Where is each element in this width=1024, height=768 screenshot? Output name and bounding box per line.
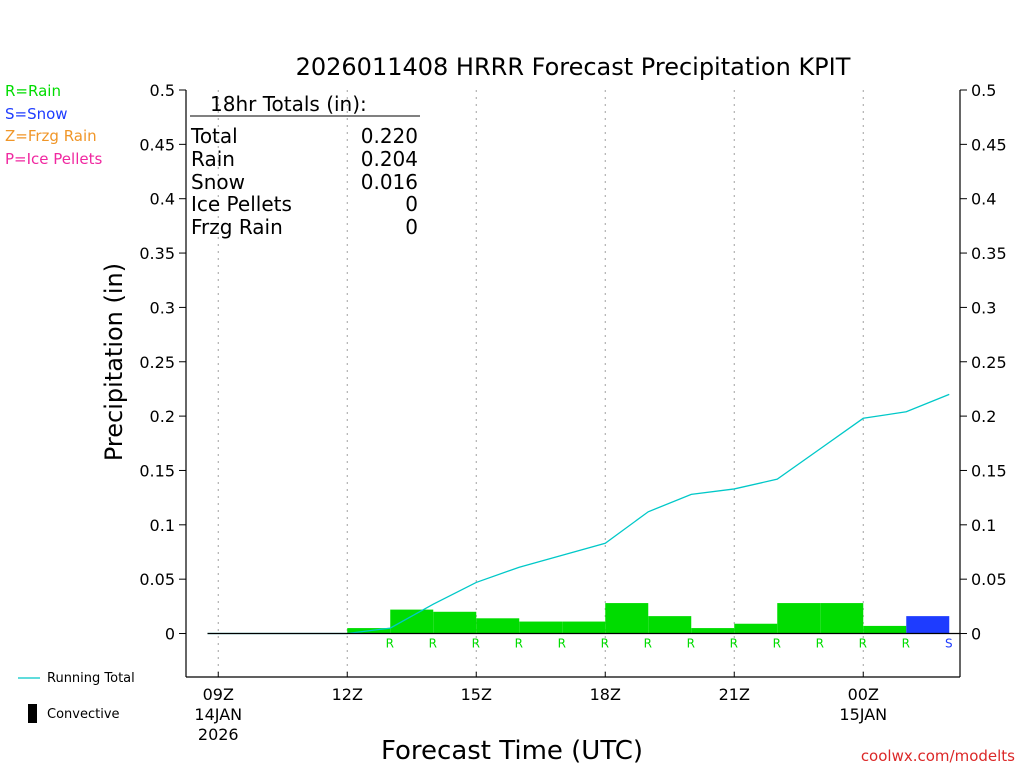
y-axis-title: Precipitation (in) (100, 263, 128, 461)
x-tick-label-5: 00Z (848, 685, 879, 704)
precip-type-label-17: R (558, 637, 566, 651)
x-tick-label-4: 21Z (719, 685, 750, 704)
precip-type-label-20: R (687, 637, 695, 651)
y-tick-label-left-6: 0.3 (150, 298, 175, 317)
precip-bar-22 (734, 623, 778, 634)
precip-bar-26 (906, 616, 950, 634)
precip-bar-20 (648, 616, 692, 634)
totals-table: 18hr Totals (in): Total 0.220 Rain 0.204… (190, 92, 420, 239)
series-legend: Running Total Convective (18, 671, 135, 723)
precip-bar-24 (820, 603, 864, 634)
y-tick-label-left-4: 0.2 (150, 407, 175, 426)
precip-bar-25 (863, 625, 907, 634)
precip-bar-17 (519, 621, 563, 634)
totals-ice-value: 0 (405, 192, 418, 216)
totals-header: 18hr Totals (in): (210, 92, 367, 116)
y-tick-label-right-8: 0.4 (971, 190, 996, 209)
x-tick-label-0: 09Z (203, 685, 234, 704)
running-total-line (207, 393, 950, 635)
running-total-series (207, 393, 950, 635)
y-tick-label-right-9: 0.45 (971, 135, 1007, 154)
tick-labels: 0 00.05 0.050.1 0.10.15 0.150.2 0.20.25 0.250.… (139, 81, 1006, 744)
precip-bar-18 (562, 621, 606, 634)
y-tick-label-right-4: 0.2 (971, 407, 996, 426)
x-axis-title: Forecast Time (UTC) (381, 736, 643, 766)
x-tick-label-2: 15Z (461, 685, 492, 704)
precip-bar-21 (691, 628, 735, 634)
y-tick-label-right-1: 0.05 (971, 570, 1007, 589)
y-tick-label-right-3: 0.15 (971, 461, 1007, 480)
y-tick-label-right-2: 0.1 (971, 516, 996, 535)
precip-type-label-16: R (515, 637, 523, 651)
axes (179, 89, 967, 678)
y-tick-label-right-0: 0 (971, 625, 981, 644)
precip-type-label-15: R (472, 637, 480, 651)
y-tick-label-left-0: 0 (165, 625, 175, 644)
y-tick-label-left-5: 0.25 (139, 353, 175, 372)
totals-rain-value: 0.204 (361, 147, 418, 171)
x-tick-date-0: 14JAN (194, 705, 242, 724)
x-tick-label-3: 18Z (590, 685, 621, 704)
precip-type-label-21: R (730, 637, 738, 651)
precip-type-label-18: R (601, 637, 609, 651)
totals-snow-label: Snow (191, 170, 245, 194)
chart-title: 2026011408 HRRR Forecast Precipitation K… (296, 53, 851, 81)
y-tick-label-left-7: 0.35 (139, 244, 175, 263)
legend-snow: S=Snow (5, 105, 68, 123)
type-legend: R=Rain S=Snow Z=Frzg Rain P=Ice Pellets (5, 82, 102, 168)
precip-bar-19 (605, 603, 649, 634)
totals-frzg-value: 0 (405, 215, 418, 239)
y-tick-label-right-10: 0.5 (971, 81, 996, 100)
y-tick-label-left-9: 0.45 (139, 135, 175, 154)
precip-type-label-26: S (945, 637, 953, 651)
totals-ice-label: Ice Pellets (191, 192, 292, 216)
totals-total-value: 0.220 (361, 124, 418, 148)
totals-total-label: Total (190, 124, 238, 148)
running-total-legend-label: Running Total (47, 671, 135, 686)
x-tick-year-0: 2026 (198, 725, 239, 744)
precip-type-label-19: R (644, 637, 652, 651)
y-tick-label-left-2: 0.1 (150, 516, 175, 535)
precip-type-label-14: R (429, 637, 437, 651)
precip-type-label-24: R (859, 637, 867, 651)
convective-legend-label: Convective (47, 707, 120, 722)
totals-frzg-label: Frzg Rain (191, 215, 283, 239)
precip-bar-14 (390, 609, 434, 634)
totals-rain-label: Rain (191, 147, 235, 171)
precip-type-label-23: R (816, 637, 824, 651)
x-tick-date-5: 15JAN (839, 705, 887, 724)
y-tick-label-left-10: 0.5 (150, 81, 175, 100)
totals-snow-value: 0.016 (361, 170, 418, 194)
y-tick-label-left-3: 0.15 (139, 461, 175, 480)
credit-text: coolwx.com/modelts (861, 747, 1015, 765)
precip-type-label-22: R (773, 637, 781, 651)
precip-bar-16 (476, 618, 520, 634)
grid-lines (217, 90, 864, 677)
precip-type-label-13: R (386, 637, 394, 651)
precip-bar-15 (433, 611, 477, 634)
precip-type-label-25: R (902, 637, 910, 651)
legend-frzg-rain: Z=Frzg Rain (5, 127, 97, 145)
legend-ice-pellets: P=Ice Pellets (5, 150, 102, 168)
y-tick-label-right-5: 0.25 (971, 353, 1007, 372)
x-tick-label-1: 12Z (332, 685, 363, 704)
y-tick-label-left-8: 0.4 (150, 190, 175, 209)
y-tick-label-right-6: 0.3 (971, 298, 996, 317)
y-tick-label-right-7: 0.35 (971, 244, 1007, 263)
convective-legend-swatch (28, 704, 37, 723)
precip-bar-23 (777, 603, 821, 634)
legend-rain: R=Rain (5, 82, 61, 100)
y-tick-label-left-1: 0.05 (139, 570, 175, 589)
